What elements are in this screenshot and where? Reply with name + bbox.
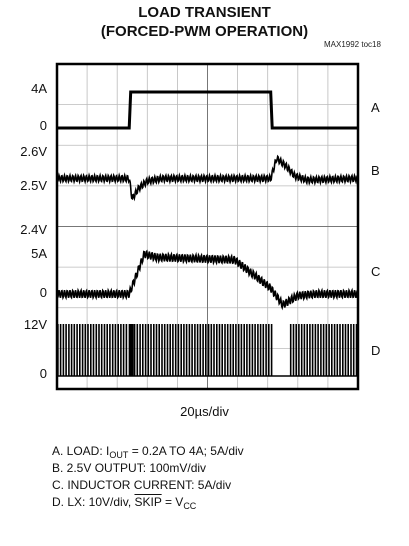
y-tick-label: 0 <box>40 285 47 300</box>
axis-labels: 4A 0 2.6V 2.5V 2.4V 5A 0 12V 0 A B C D <box>20 81 380 381</box>
plot-frame <box>55 62 360 391</box>
chart-title-line2: (FORCED-PWM OPERATION) <box>100 23 309 40</box>
y-tick-label: 2.4V <box>20 222 47 237</box>
channel-letter-b: B <box>371 163 380 178</box>
trace-c <box>56 249 359 311</box>
chart-title-line1: LOAD TRANSIENT <box>138 4 271 21</box>
y-tick-label: 5A <box>31 246 47 261</box>
y-tick-label: 2.5V <box>20 178 47 193</box>
trace-d <box>57 324 358 377</box>
y-tick-label: 0 <box>40 118 47 133</box>
caption-b: B. 2.5V OUTPUT: 100mV/div <box>52 461 207 475</box>
y-tick-label: 12V <box>24 317 47 332</box>
x-scale-label: 20µs/div <box>180 404 229 419</box>
trace-d-burst <box>128 324 134 376</box>
y-tick-label: 2.6V <box>20 144 47 159</box>
caption-c: C. INDUCTOR CURRENT: 5A/div <box>52 478 232 492</box>
caption-a: A. LOAD: IOUT = 0.2A TO 4A; 5A/div <box>52 444 244 460</box>
channel-letter-c: C <box>371 264 380 279</box>
caption-d: D. LX: 10V/div, SKIP = VCC <box>52 495 197 511</box>
y-tick-label: 4A <box>31 81 47 96</box>
plot-grid <box>57 64 358 389</box>
channel-letter-d: D <box>371 343 380 358</box>
trace-b <box>56 154 359 202</box>
traces <box>56 90 359 377</box>
figure-id: MAX1992 toc18 <box>324 40 381 49</box>
trace-a <box>57 90 358 130</box>
y-tick-label: 0 <box>40 366 47 381</box>
channel-letter-a: A <box>371 100 380 115</box>
